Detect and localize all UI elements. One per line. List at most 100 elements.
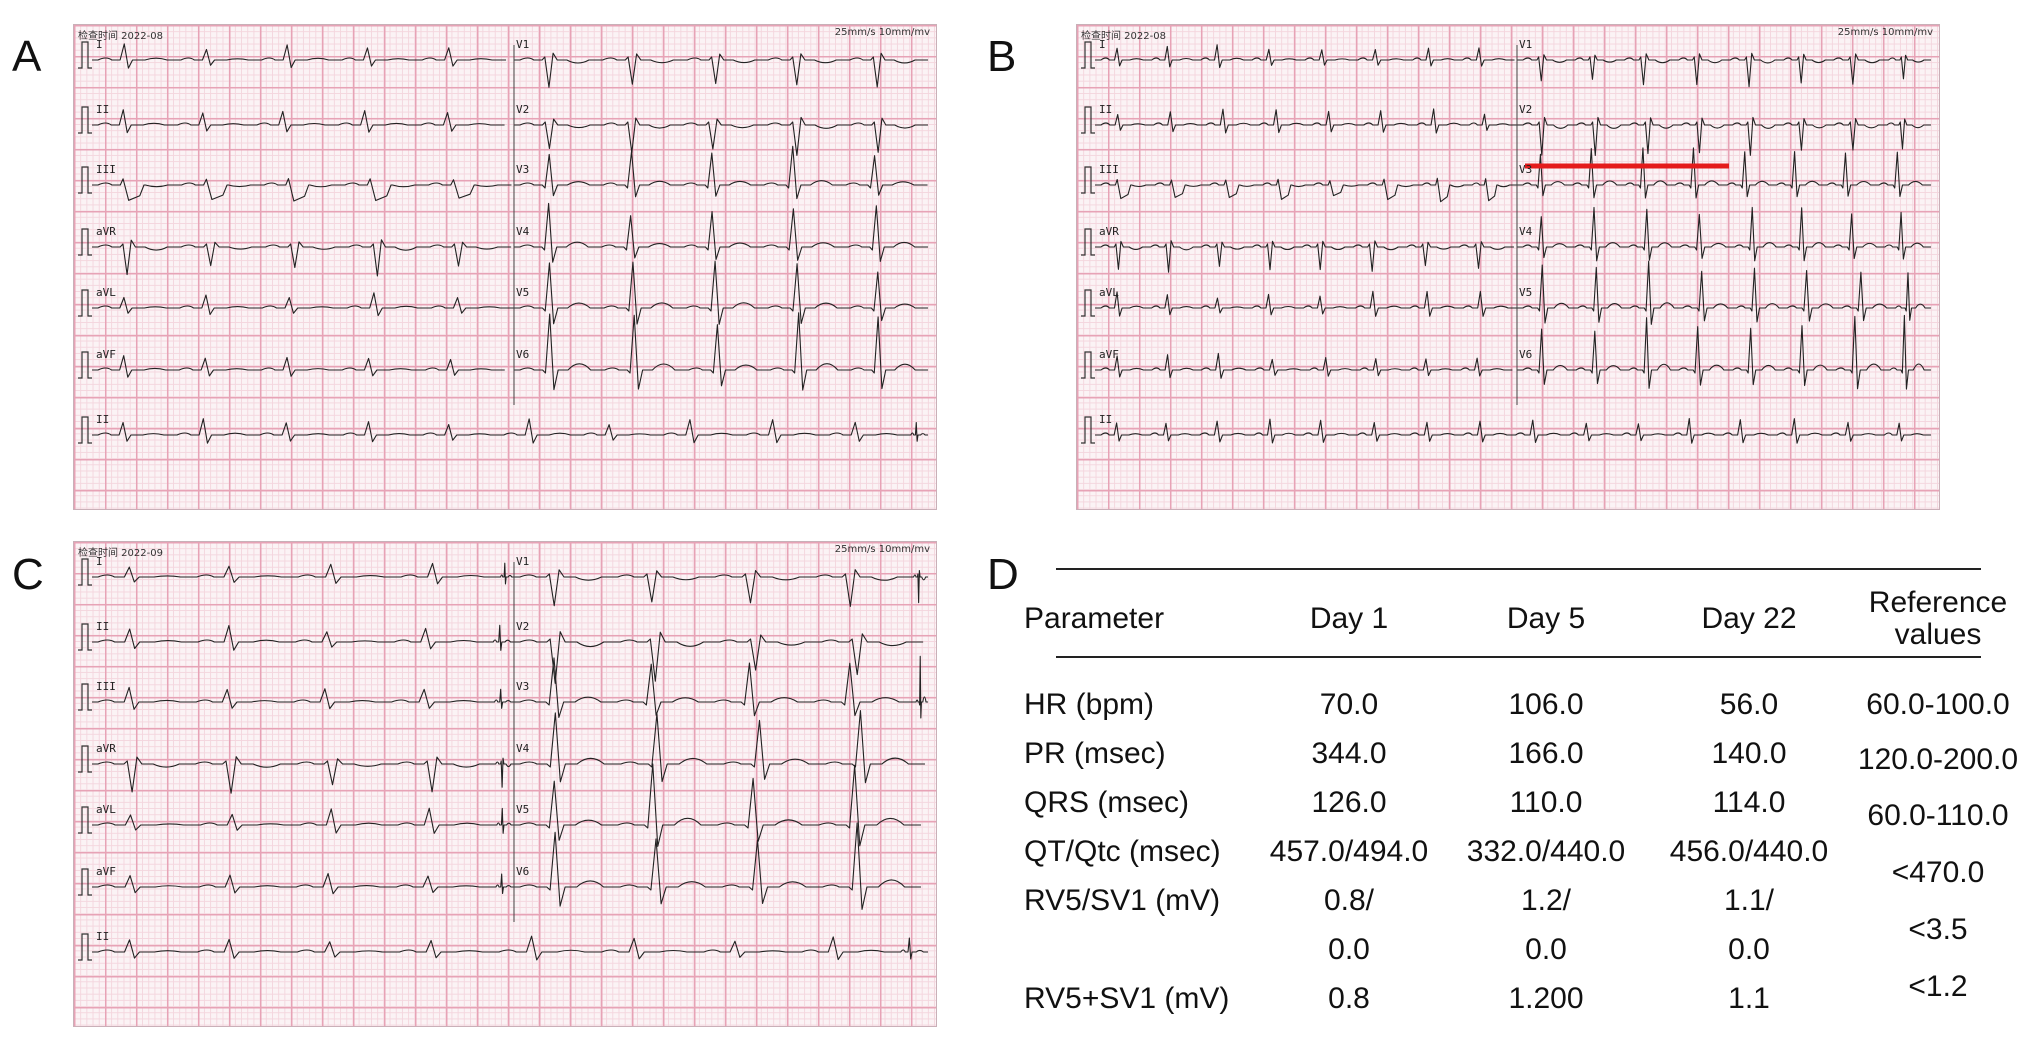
calibration-pulse <box>78 416 92 444</box>
row-value: 332.0/440.0 <box>1466 835 1626 868</box>
calibration-pulse <box>78 351 92 379</box>
lead-label: aVL <box>96 286 116 299</box>
ecg-trace <box>514 312 928 391</box>
lead-label: V6 <box>516 865 530 878</box>
ecg-trace <box>1517 147 1931 199</box>
ecg-trace <box>514 710 925 784</box>
header-day5: Day 5 <box>1506 602 1586 635</box>
header-reference-values: values <box>1894 618 1982 651</box>
lead-label: V1 <box>516 38 530 51</box>
lead-label: V3 <box>1519 163 1533 176</box>
row-value: 456.0/440.0 <box>1669 835 1829 868</box>
lead-label: V1 <box>516 555 530 568</box>
reference-value: 60.0-110.0 <box>1867 799 2009 832</box>
ecg-trace <box>92 756 514 794</box>
ecg-trace <box>92 935 928 961</box>
row-value: 0.8 <box>1328 982 1370 1015</box>
calibration-pulse <box>78 228 92 256</box>
row-value: 166.0 <box>1508 737 1584 770</box>
calibration-pulse <box>78 623 92 651</box>
ecg-trace <box>514 822 921 910</box>
ecg-trace <box>514 631 924 684</box>
ecg-traces <box>78 41 928 444</box>
ecg-trace <box>514 260 928 325</box>
row-value: 70.0 <box>1319 688 1379 721</box>
header-reference: Reference <box>1868 586 2008 619</box>
ecg-header-speed: 25mm/s 10mm/mv <box>1837 27 1933 38</box>
lead-label: I <box>1099 38 1106 51</box>
ecg-trace <box>1095 352 1513 379</box>
ecg-trace <box>92 873 514 895</box>
lead-label: III <box>96 163 116 176</box>
calibration-pulse <box>1081 289 1095 317</box>
reference-value: <1.2 <box>1908 970 1968 1003</box>
row-value: 1.1 <box>1728 982 1770 1015</box>
panel-letter-a: A <box>12 32 42 81</box>
lead-label: V4 <box>516 225 530 238</box>
ecg-trace <box>92 109 505 134</box>
calibration-pulse <box>78 558 92 586</box>
ecg-trace <box>1095 108 1517 134</box>
row-value: 457.0/494.0 <box>1269 835 1429 868</box>
row-value: 140.0 <box>1711 737 1787 770</box>
row-label: RV5/SV1 (mV) <box>1024 884 1221 917</box>
lead-label: V5 <box>1519 286 1533 299</box>
table-header-rule <box>1056 656 1981 658</box>
ecg-header-date: 检查时间 2022-09 <box>78 548 163 559</box>
lead-label: V4 <box>1519 225 1533 238</box>
row-value: 126.0 <box>1311 786 1387 819</box>
calibration-pulse <box>1081 166 1095 194</box>
ecg-trace <box>514 763 921 847</box>
ecg-trace <box>92 355 505 378</box>
ecg-panel-c: 检查时间 2022-09 25mm/s 10mm/mv I II III aVR aVL… <box>73 541 937 1027</box>
calibration-pulse <box>78 806 92 834</box>
lead-label: I <box>96 555 103 568</box>
lead-label: V5 <box>516 803 530 816</box>
calibration-pulse <box>78 933 92 961</box>
lead-label: V1 <box>1519 38 1533 51</box>
row-value: 56.0 <box>1719 688 1779 721</box>
row-label: QT/Qtc (msec) <box>1024 835 1221 868</box>
ecg-trace <box>1095 44 1515 69</box>
reference-value: 120.0-200.0 <box>1857 743 2019 776</box>
lead-label: aVR <box>1099 225 1119 238</box>
row-label: HR (bpm) <box>1024 688 1155 721</box>
calibration-pulse <box>78 683 92 711</box>
ecg-panel-b: 检查时间 2022-08 25mm/s 10mm/mv I II III aVR aVL… <box>1076 24 1940 510</box>
lead-label: II <box>96 620 110 633</box>
lead-label: V3 <box>516 680 530 693</box>
lead-label: II <box>96 103 110 116</box>
lead-label: II <box>96 930 110 943</box>
ecg-trace <box>1095 290 1517 317</box>
panel-letter-c: C <box>12 550 44 599</box>
row-value: 106.0 <box>1508 688 1584 721</box>
row-label: RV5+SV1 (mV) <box>1024 982 1230 1015</box>
reference-value: 60.0-100.0 <box>1866 688 2010 721</box>
ecg-trace <box>1517 206 1931 262</box>
row-value: 114.0 <box>1712 786 1786 819</box>
calibration-pulse <box>1081 416 1095 444</box>
ecg-trace <box>92 43 507 69</box>
lead-label: II <box>1099 413 1113 426</box>
ecg-trace <box>1517 314 1931 390</box>
ecg-trace <box>514 202 928 263</box>
lead-label: V6 <box>1519 348 1533 361</box>
header-day22: Day 22 <box>1701 602 1797 635</box>
ecg-trace <box>1095 177 1517 203</box>
ecg-trace <box>92 562 514 585</box>
ecg-trace <box>1095 417 1931 444</box>
ecg-trace <box>92 239 512 277</box>
row-value: 1.200 <box>1508 982 1584 1015</box>
lead-label: aVF <box>96 348 116 361</box>
lead-label: aVF <box>1099 348 1119 361</box>
calibration-pulse <box>1081 106 1095 134</box>
lead-label: aVR <box>96 225 116 238</box>
ecg-trace <box>92 686 514 710</box>
ecg-trace <box>514 145 928 200</box>
ecg-trace <box>92 624 514 651</box>
row-value: 344.0 <box>1311 737 1387 770</box>
lead-label: V6 <box>516 348 530 361</box>
lead-label: V2 <box>516 620 530 633</box>
row-value: 110.0 <box>1509 786 1583 819</box>
ecg-header-speed: 25mm/s 10mm/mv <box>834 544 930 555</box>
